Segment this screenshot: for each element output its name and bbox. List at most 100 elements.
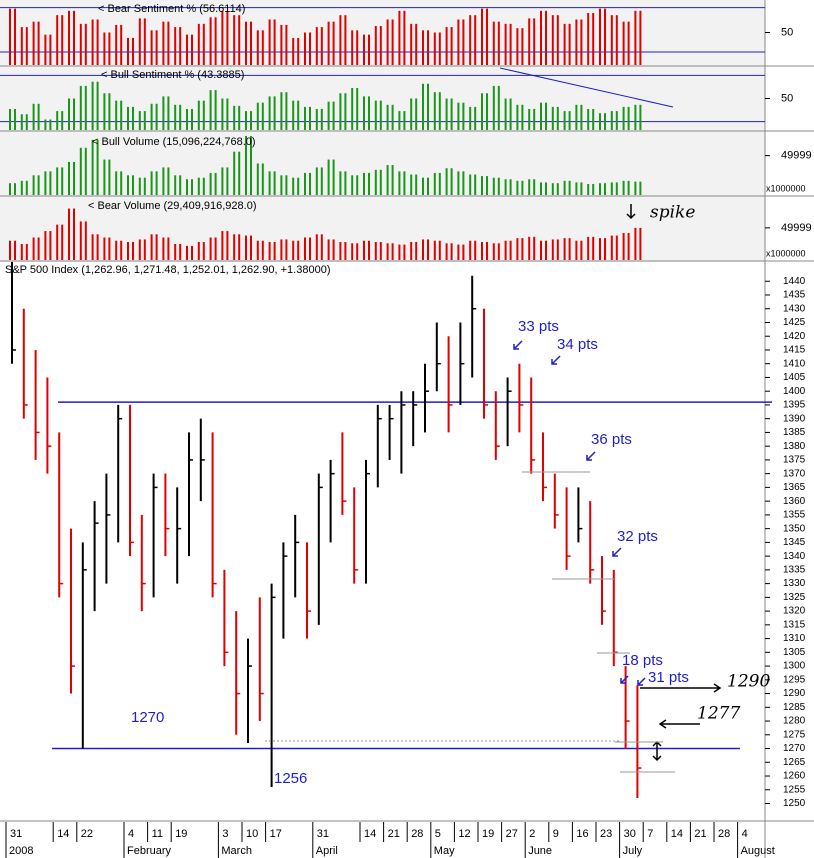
bar — [309, 106, 311, 130]
bar — [179, 243, 182, 260]
bar — [410, 242, 413, 260]
bar — [214, 17, 217, 65]
bar — [556, 106, 559, 130]
bar — [292, 37, 295, 65]
bar — [44, 171, 47, 195]
bar — [79, 85, 82, 130]
bar — [332, 159, 335, 195]
y-tick-label: 1420 — [783, 331, 806, 342]
bar — [492, 243, 495, 260]
bar — [516, 28, 519, 66]
bar — [143, 111, 146, 130]
bar — [450, 98, 453, 130]
measure-lines — [265, 471, 675, 773]
bar — [469, 240, 472, 260]
bar — [391, 243, 394, 260]
bar — [167, 21, 170, 66]
bar — [14, 109, 16, 130]
bar — [356, 175, 359, 195]
bar — [615, 235, 618, 260]
bar — [427, 239, 429, 260]
bar — [627, 21, 630, 66]
bar — [37, 175, 40, 195]
y-tick-label: 1255 — [783, 784, 806, 795]
bar — [273, 242, 276, 260]
bar — [120, 171, 123, 195]
bar — [285, 175, 288, 195]
month-label: February — [127, 845, 172, 857]
y-tick-label: 1365 — [783, 482, 806, 493]
bar — [9, 183, 11, 195]
x-tick-label: 12 — [458, 828, 470, 840]
bar — [84, 85, 87, 130]
annotation: 33 pts — [518, 318, 559, 335]
bar — [73, 161, 75, 195]
bar — [221, 167, 224, 195]
bar — [516, 104, 519, 130]
bar — [568, 23, 571, 65]
bar — [108, 93, 111, 130]
bar — [462, 171, 465, 195]
bar — [379, 242, 382, 260]
bar — [509, 240, 512, 260]
bar — [545, 10, 547, 66]
bar — [292, 177, 295, 195]
y-tick-label: 1440 — [783, 276, 806, 287]
bar — [9, 240, 11, 260]
bar — [599, 8, 601, 65]
bar — [320, 27, 323, 65]
y-tick-label: 49999 — [781, 150, 812, 162]
bar — [132, 242, 134, 260]
bar — [580, 19, 583, 65]
bar — [20, 27, 23, 65]
bar — [363, 172, 365, 195]
bar — [150, 234, 153, 260]
x-tick-label: 14 — [671, 828, 683, 840]
bar — [457, 19, 460, 65]
y-tick-label: 1315 — [783, 619, 806, 630]
bar — [391, 165, 394, 195]
bar — [221, 98, 224, 130]
bar — [610, 15, 613, 65]
handwritten-note: 1277 — [697, 704, 740, 724]
bar — [132, 106, 134, 130]
bar — [68, 10, 70, 66]
panel-label: < Bear Sentiment % (56.6114) — [98, 3, 245, 15]
bar — [568, 111, 571, 130]
bar — [497, 85, 500, 130]
bar — [304, 32, 306, 65]
y-tick-label: 1345 — [783, 537, 806, 548]
bar — [103, 93, 106, 130]
bar — [481, 242, 483, 260]
bar — [344, 171, 347, 195]
bar — [344, 242, 347, 260]
bar — [627, 180, 630, 195]
bar — [14, 240, 16, 260]
x-tick-label: 28 — [411, 828, 423, 840]
bar — [528, 236, 531, 260]
y-tick-label: 1375 — [783, 455, 806, 466]
bar — [634, 10, 637, 66]
bar — [233, 15, 236, 65]
bar — [56, 167, 59, 195]
bar — [61, 111, 64, 130]
bar — [521, 28, 524, 66]
bar — [96, 81, 99, 130]
y-tick-label: 1410 — [783, 358, 806, 369]
bar — [143, 239, 146, 260]
bar — [457, 244, 460, 260]
bar — [127, 242, 129, 260]
annotation: 32 pts — [617, 528, 658, 545]
y-tick-label: 1400 — [783, 386, 806, 397]
bar — [379, 26, 382, 65]
bar — [469, 15, 472, 65]
bar — [37, 237, 40, 260]
bar — [356, 30, 359, 65]
bar — [622, 106, 625, 130]
bar — [509, 23, 512, 65]
bar — [474, 174, 477, 195]
bar — [91, 81, 94, 130]
bar — [415, 174, 418, 195]
bar — [639, 227, 642, 260]
